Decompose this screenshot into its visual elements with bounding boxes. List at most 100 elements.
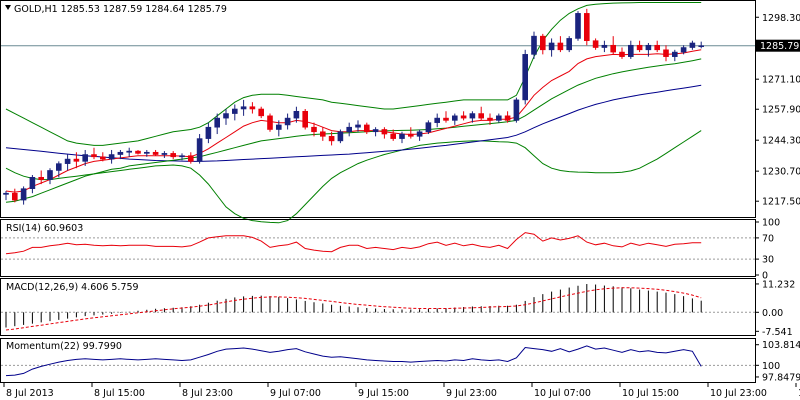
current-price-tag: 1285.79 <box>756 39 800 52</box>
rsi-panel-title: RSI(14) 60.9603 <box>6 223 83 234</box>
candle-body <box>3 192 9 195</box>
candle-body <box>601 44 608 48</box>
time-tick-label: 8 Jul 23:00 <box>182 388 233 399</box>
candle-body <box>29 176 36 189</box>
candle-body <box>610 44 617 53</box>
ma-fast-line <box>5 49 702 193</box>
momentum-line <box>5 345 702 377</box>
time-tick-label: 9 Jul 23:00 <box>446 388 497 399</box>
time-tick-label: 10 Jul 15:00 <box>622 388 679 399</box>
candle-body <box>311 126 317 133</box>
candle-body <box>205 126 212 139</box>
ma-mid-line <box>5 58 702 203</box>
candle-body <box>267 115 273 130</box>
candle-body <box>522 54 529 101</box>
rsi-axis-tick-label: 100 <box>762 218 780 229</box>
candles[interactable] <box>3 8 705 205</box>
candle-body <box>196 138 203 162</box>
candle-body <box>478 113 485 119</box>
candle-body <box>91 154 97 158</box>
candle-body <box>583 13 590 42</box>
indicator-lines <box>1 2 755 224</box>
price-axis: 1298.30 1271.10 1257.90 1244.30 1230.70 1217.… <box>755 13 800 208</box>
panel-collapse-icon[interactable] <box>5 5 11 10</box>
momentum-line-group <box>1 345 755 377</box>
candle-body <box>346 126 353 133</box>
candle-body <box>355 124 361 128</box>
candle-body <box>179 155 185 158</box>
momentum-axis-tick-label: 100 <box>762 361 780 372</box>
candle-body <box>689 42 696 48</box>
candle-body <box>328 136 335 142</box>
momentum-axis-tick-label: 103.8148 <box>762 340 800 351</box>
rsi-axis: 100 70 30 0 <box>755 218 780 282</box>
price-axis-tick-label: 1257.90 <box>762 105 800 116</box>
macd-histogram <box>1 284 755 328</box>
candle-body <box>487 117 493 121</box>
time-tick-label: 8 Jul 2013 <box>6 388 54 399</box>
candle-body <box>223 113 229 119</box>
ma-slow-line <box>5 84 702 162</box>
price-panel[interactable]: 1298.30 1271.10 1257.90 1244.30 1230.70 1217.… <box>0 0 800 224</box>
candle-body <box>557 42 564 51</box>
price-axis-tick-label: 1244.30 <box>762 136 800 147</box>
time-tick-label: 10 Jul 23:00 <box>710 388 767 399</box>
time-axis: 8 Jul 2013 8 Jul 15:00 8 Jul 23:00 9 Jul 07… <box>3 383 800 399</box>
candle-body <box>407 133 414 137</box>
candle-body <box>249 106 256 110</box>
candle-body <box>126 150 132 153</box>
candle-body <box>275 124 282 130</box>
candle-body <box>619 51 625 57</box>
candle-body <box>575 13 581 39</box>
candle-body <box>82 154 88 162</box>
candle-body <box>548 42 555 51</box>
candle-body <box>73 158 80 162</box>
time-tick-label: 9 Jul 07:00 <box>270 388 321 399</box>
macd-panel[interactable]: 11.232 0.00 -7.541 MACD(12,26,9) 4.606 5.7… <box>0 278 796 338</box>
candle-body <box>170 153 176 158</box>
rsi-axis-tick-label: 0 <box>762 271 768 282</box>
rsi-line <box>5 232 702 255</box>
macd-signal-line <box>5 287 702 331</box>
candle-body <box>654 44 661 51</box>
candle-body <box>284 117 291 126</box>
candle-body <box>152 151 159 155</box>
macd-axis-tick-label: 11.232 <box>762 279 795 290</box>
momentum-axis-tick-label: 97.8479 <box>762 372 800 383</box>
price-panel-title: GOLD,H1 1285.53 1287.59 1284.64 1285.79 <box>14 4 227 15</box>
candle-body <box>451 115 458 121</box>
candle-body <box>38 176 45 180</box>
candle-body <box>469 113 476 119</box>
candle-body <box>135 150 141 154</box>
candle-body <box>232 108 238 114</box>
candle-body <box>636 44 643 51</box>
bollinger-upper-line <box>5 2 702 146</box>
candle-body <box>627 44 634 57</box>
candle-body <box>504 115 511 121</box>
candle-body <box>539 35 546 51</box>
candle-body <box>363 124 370 133</box>
candle-body <box>100 156 106 160</box>
time-tick-label: 8 Jul 15:00 <box>94 388 145 399</box>
candle-body <box>372 129 379 133</box>
rsi-axis-tick-label: 70 <box>762 233 774 244</box>
candle-body <box>337 131 344 142</box>
macd-panel-frame <box>0 278 756 336</box>
rsi-panel[interactable]: 100 70 30 0 RSI(14) 60.9603 <box>0 218 781 282</box>
candle-body <box>293 110 300 119</box>
candle-body <box>390 133 397 139</box>
candle-body <box>663 49 669 57</box>
candle-body <box>117 151 124 155</box>
candle-body <box>645 44 652 51</box>
candle-body <box>64 158 71 164</box>
price-axis-tick-label: 1271.10 <box>762 75 800 86</box>
candle-body <box>20 188 27 201</box>
macd-axis-tick-label: 0.00 <box>762 308 783 319</box>
candle-body <box>12 192 18 201</box>
current-price-label: 1285.79 <box>760 41 799 52</box>
rsi-axis-tick-label: 30 <box>762 255 774 266</box>
